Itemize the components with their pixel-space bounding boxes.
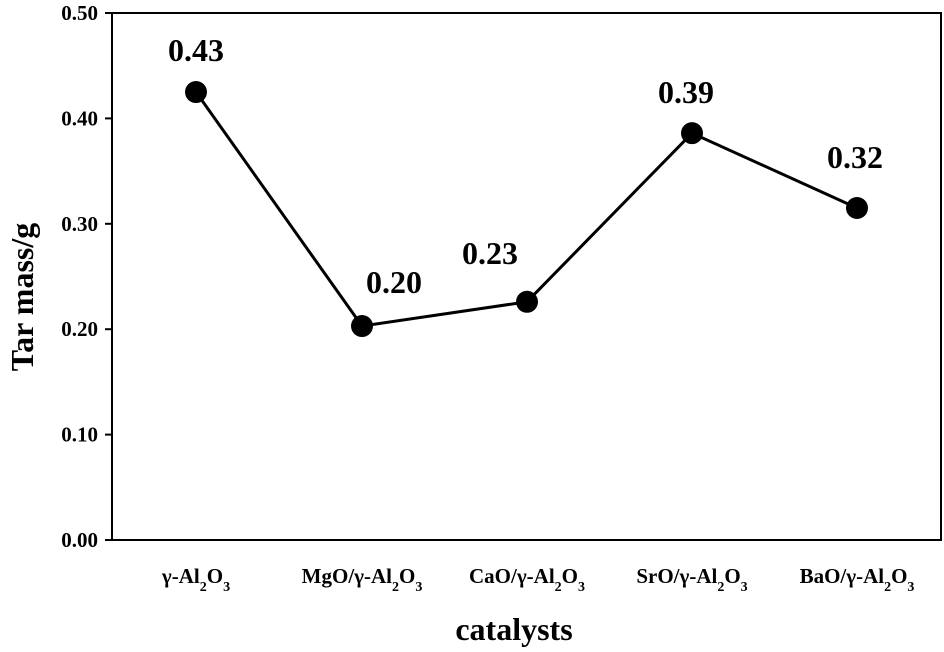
data-label: 0.20: [366, 264, 422, 300]
x-tick-label: CaO/γ-Al2O3: [469, 564, 585, 595]
x-tick-label: SrO/γ-Al2O3: [636, 564, 747, 595]
x-axis-title: catalysts: [455, 611, 572, 647]
data-labels: 0.43 0.20 0.23 0.39 0.32: [168, 32, 883, 300]
data-point: [185, 81, 207, 104]
y-axis: 0.00 0.10 0.20 0.30 0.40 0.50: [61, 1, 112, 552]
data-label: 0.23: [462, 235, 518, 271]
x-axis: γ-Al2O3 MgO/γ-Al2O3 CaO/γ-Al2O3 SrO/γ-Al2O3…: [161, 564, 915, 595]
data-point: [846, 196, 868, 219]
y-tick-label: 0.20: [61, 317, 98, 341]
x-tick-label: MgO/γ-Al2O3: [302, 564, 423, 595]
data-point: [681, 122, 703, 145]
y-tick-label: 0.50: [61, 1, 98, 25]
x-tick-label: BaO/γ-Al2O3: [800, 564, 915, 595]
y-tick-label: 0.30: [61, 212, 98, 236]
data-point: [351, 315, 373, 338]
y-tick-label: 0.40: [61, 106, 98, 130]
data-point: [516, 290, 538, 313]
x-tick-label: γ-Al2O3: [161, 564, 230, 595]
y-tick-label: 0.10: [61, 423, 98, 447]
data-label: 0.39: [658, 74, 714, 110]
data-points: [185, 81, 868, 338]
plot-frame: [111, 12, 942, 541]
y-tick-label: 0.00: [61, 528, 98, 552]
data-label: 0.32: [827, 139, 883, 175]
y-axis-title: Tar mass/g: [4, 223, 40, 371]
data-label: 0.43: [168, 32, 224, 68]
